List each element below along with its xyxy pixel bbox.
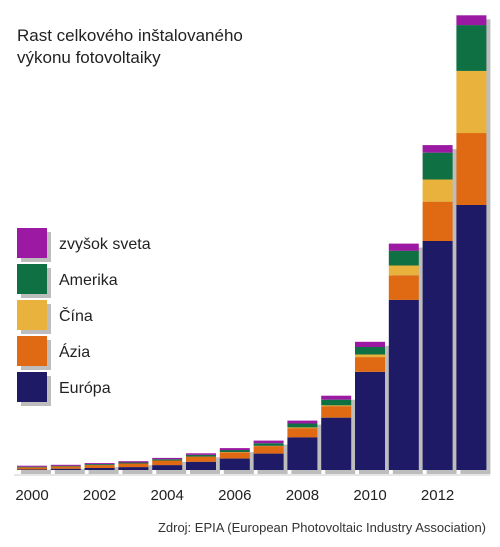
bar-shadow-2002 <box>88 467 119 474</box>
chart-title-line-2: výkonu fotovoltaiky <box>17 48 161 67</box>
bar-segment-2010-3 <box>355 347 385 355</box>
bar-segment-2000-0 <box>17 469 47 470</box>
bar-segment-2009-4 <box>321 395 352 400</box>
bar-segment-2003-0 <box>118 467 149 470</box>
bar-segment-2010-4 <box>355 341 385 347</box>
bar-segment-2005-0 <box>186 461 216 470</box>
bar-segment-2010-0 <box>355 371 385 470</box>
bar-shadow-2000 <box>21 469 51 474</box>
bar-segment-2007-3 <box>253 443 284 446</box>
chart-title-line-1: Rast celkového inštalovaného <box>17 26 243 45</box>
bar-segment-2007-0 <box>253 453 284 470</box>
bar-segment-2006-1 <box>219 452 250 459</box>
bar-segment-2000-3 <box>17 466 47 468</box>
bar-segment-2001-3 <box>50 465 81 467</box>
bar-segment-2008-0 <box>287 437 318 470</box>
bar-segment-2004-4 <box>152 457 183 460</box>
bar-segment-2008-3 <box>287 423 318 428</box>
bar-segment-2001-4 <box>50 464 81 466</box>
bar-segment-2011-2 <box>388 265 419 276</box>
bar-segment-2011-0 <box>388 299 419 470</box>
bar-segment-2012-1 <box>422 201 453 241</box>
bar-segment-2013-4 <box>456 15 487 26</box>
bar-segment-2007-1 <box>253 446 284 454</box>
legend-swatch-0 <box>17 228 47 258</box>
bar-segment-2013-1 <box>456 133 487 205</box>
bar-segment-2013-3 <box>456 25 487 71</box>
bar-segment-2012-3 <box>422 152 453 180</box>
legend-swatch-1 <box>17 264 47 294</box>
legend-label-4: Európa <box>59 380 111 397</box>
legend-label-1: Amerika <box>59 272 118 289</box>
legend-swatch-3 <box>17 336 47 366</box>
bar-shadow-2001 <box>54 468 85 474</box>
bar-segment-2012-2 <box>422 179 453 202</box>
bar-segment-2011-4 <box>388 243 419 251</box>
chart-title: Rast celkového inštalovaného výkonu foto… <box>17 26 243 67</box>
bar-segment-2009-0 <box>321 417 352 470</box>
bar-segment-2003-1 <box>118 463 149 468</box>
bar-segment-2004-0 <box>152 465 183 470</box>
bar-segment-2008-2 <box>287 427 318 429</box>
bar-segment-2009-2 <box>321 405 352 407</box>
bar-segment-2001-0 <box>50 468 81 470</box>
bar-segment-2005-3 <box>186 455 216 457</box>
bar-segment-2002-4 <box>84 463 115 465</box>
bar-segment-2008-1 <box>287 428 318 438</box>
bar-segment-2011-1 <box>388 275 419 300</box>
legend-swatch-2 <box>17 300 47 330</box>
bar-segment-2010-2 <box>355 354 385 358</box>
bar-segment-2003-4 <box>118 461 149 463</box>
bar-segment-2000-4 <box>17 465 47 467</box>
bar-segment-2004-1 <box>152 460 183 466</box>
source-note: Zdroj: EPIA (European Photovoltaic Indus… <box>158 520 486 535</box>
bar-segment-2006-4 <box>219 448 250 451</box>
bar-segment-2005-1 <box>186 456 216 462</box>
bar-segment-2005-4 <box>186 453 216 455</box>
x-tick-2004: 2004 <box>151 487 184 504</box>
bar-segment-2007-4 <box>253 440 284 444</box>
legend-label-2: Čína <box>59 306 93 325</box>
bar-segment-2001-1 <box>50 466 81 469</box>
bar-segment-2004-3 <box>152 459 183 461</box>
bar-segment-2002-0 <box>84 468 115 470</box>
bar-segment-2012-4 <box>422 145 453 153</box>
bar-segment-2009-3 <box>321 399 352 406</box>
legend-swatch-4 <box>17 372 47 402</box>
x-tick-2002: 2002 <box>83 487 116 504</box>
bar-segment-2006-3 <box>219 450 250 452</box>
x-tick-2010: 2010 <box>353 487 386 504</box>
x-tick-2008: 2008 <box>286 487 319 504</box>
bars <box>17 15 491 475</box>
bar-segment-2011-3 <box>388 250 419 266</box>
bar-segment-2013-0 <box>456 205 487 470</box>
legend-label-0: zvyšok sveta <box>59 236 151 253</box>
legend: zvyšok sveta Amerika Čína Ázia Európa <box>17 228 151 406</box>
bar-segment-2000-1 <box>17 467 47 470</box>
bar-segment-2008-4 <box>287 420 318 424</box>
x-tick-2012: 2012 <box>421 487 454 504</box>
x-tick-2000: 2000 <box>15 487 48 504</box>
bar-segment-2013-2 <box>456 70 487 134</box>
bar-segment-2002-3 <box>84 464 115 466</box>
x-tick-2006: 2006 <box>218 487 251 504</box>
bar-segment-2002-1 <box>84 465 115 468</box>
bar-segment-2003-3 <box>118 462 149 464</box>
bar-segment-2010-1 <box>355 357 385 372</box>
x-axis-ticks: 2000 2002 2004 2006 2008 2010 2012 <box>15 487 454 504</box>
legend-label-3: Ázia <box>59 342 90 361</box>
bar-segment-2012-0 <box>422 241 453 470</box>
bar-segment-2006-0 <box>219 458 250 470</box>
bar-segment-2009-1 <box>321 406 352 418</box>
